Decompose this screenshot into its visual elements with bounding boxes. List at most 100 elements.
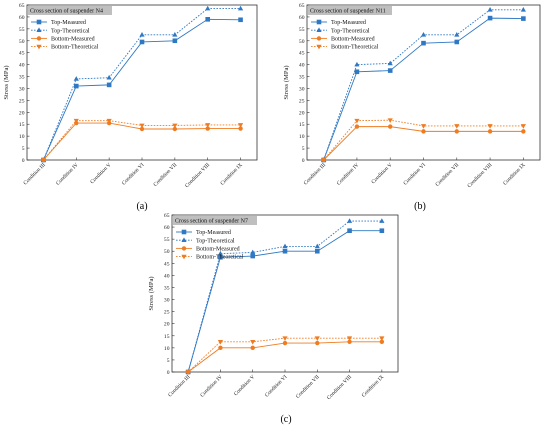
x-tick-label: Condition IV xyxy=(55,162,80,187)
data-point xyxy=(487,15,493,21)
x-tick-label: Condition VIII xyxy=(467,162,494,189)
data-point xyxy=(387,68,393,73)
data-point xyxy=(315,340,320,346)
y-axis-title: Stress (MPa) xyxy=(148,276,155,310)
data-point xyxy=(487,129,493,134)
data-point xyxy=(379,336,385,341)
data-point xyxy=(205,5,211,11)
legend-entry: Bottom-Measured xyxy=(196,247,240,253)
legend-marker xyxy=(316,36,322,41)
data-point xyxy=(172,38,178,44)
data-point xyxy=(487,6,493,12)
data-point xyxy=(347,339,352,345)
y-tick-label: 25 xyxy=(164,310,170,316)
x-tick-label: Condition IX xyxy=(361,374,386,399)
legend-marker xyxy=(181,254,187,260)
data-point xyxy=(237,5,244,11)
data-point xyxy=(73,118,79,124)
data-point xyxy=(106,82,112,88)
x-tick-label: Condition IX xyxy=(502,162,527,187)
y-tick-label: 10 xyxy=(19,134,25,140)
data-point xyxy=(321,158,327,163)
y-tick-label: 60 xyxy=(19,15,25,21)
data-point xyxy=(454,124,460,129)
y-tick-label: 45 xyxy=(299,51,305,57)
data-point xyxy=(106,118,112,124)
data-point xyxy=(238,126,243,131)
data-point xyxy=(218,345,223,351)
x-tick-label: Condition VI xyxy=(121,162,146,187)
data-point xyxy=(347,228,352,233)
data-point xyxy=(139,39,145,45)
y-tick-label: 65 xyxy=(164,213,170,219)
data-point xyxy=(379,228,385,233)
data-point xyxy=(282,340,288,346)
legend-entry: Bottom-Theoretical xyxy=(51,45,99,51)
data-point xyxy=(520,6,526,12)
legend-marker xyxy=(181,229,187,235)
y-tick-label: 30 xyxy=(164,298,170,304)
legend-entry: Top-Measured xyxy=(51,20,86,26)
data-point xyxy=(139,123,145,129)
y-tick-label: 55 xyxy=(19,27,25,33)
y-tick-label: 55 xyxy=(164,237,170,243)
panel-label: (c) xyxy=(280,414,291,425)
x-tick-label: Condition III xyxy=(167,374,191,398)
legend-entry: Top-Theoretical xyxy=(196,238,235,244)
data-point xyxy=(387,60,393,66)
data-point xyxy=(521,129,526,134)
legend-title-bg xyxy=(28,6,112,15)
data-point xyxy=(282,336,288,341)
legend-entry: Top-Measured xyxy=(331,20,366,26)
panel-label: (a) xyxy=(136,201,147,212)
data-point xyxy=(420,32,427,37)
y-tick-label: 10 xyxy=(164,346,170,352)
y-tick-label: 0 xyxy=(302,158,305,164)
data-point xyxy=(314,243,320,249)
legend-marker xyxy=(316,27,322,32)
y-tick-label: 45 xyxy=(164,261,170,267)
y-tick-label: 0 xyxy=(167,370,170,376)
data-point xyxy=(238,17,243,23)
data-point xyxy=(205,17,211,22)
x-tick-label: Condition IX xyxy=(220,162,245,187)
legend-marker xyxy=(316,19,322,25)
data-point xyxy=(521,16,526,21)
y-tick-label: 10 xyxy=(299,134,305,140)
legend-marker xyxy=(36,44,42,50)
data-point xyxy=(354,118,360,124)
data-point xyxy=(420,124,427,129)
x-tick-label: Condition VIII xyxy=(184,162,211,189)
x-tick-label: Condition IV xyxy=(336,162,361,187)
x-tick-label: Condition VI xyxy=(264,374,289,399)
y-tick-label: 5 xyxy=(22,146,25,152)
data-point xyxy=(73,83,79,89)
y-tick-label: 40 xyxy=(19,63,25,69)
x-tick-label: Condition III xyxy=(303,162,327,186)
x-tick-label: Condition III xyxy=(23,162,47,186)
data-point xyxy=(250,345,255,351)
x-tick-label: Condition VII xyxy=(153,162,179,188)
data-point xyxy=(172,123,178,129)
legend-title-bg xyxy=(308,6,392,15)
data-point xyxy=(205,123,211,128)
data-point xyxy=(354,69,360,75)
legend-marker xyxy=(36,19,42,25)
x-tick-label: Condition V xyxy=(233,374,256,397)
data-point xyxy=(282,248,288,254)
series-line-3 xyxy=(187,341,382,373)
y-tick-label: 50 xyxy=(19,39,25,45)
y-tick-label: 50 xyxy=(299,39,305,45)
y-tick-label: 0 xyxy=(22,158,25,164)
y-tick-label: 65 xyxy=(299,3,305,9)
chart-panel-1: 0 5 10 15 20 25 30 35 40 45 50 55 60 65 Condition III C… xyxy=(3,3,258,212)
y-tick-label: 30 xyxy=(19,86,25,92)
x-tick-label: Condition VII xyxy=(435,162,461,188)
chart-panel-2: 0 5 10 15 20 25 30 35 40 45 50 55 60 65 Condition III C… xyxy=(283,3,541,212)
x-tick-label: Condition VII xyxy=(295,374,321,400)
data-point xyxy=(487,124,493,129)
data-point xyxy=(346,218,353,223)
legend-title-bg xyxy=(173,216,257,225)
y-tick-label: 35 xyxy=(299,75,305,81)
